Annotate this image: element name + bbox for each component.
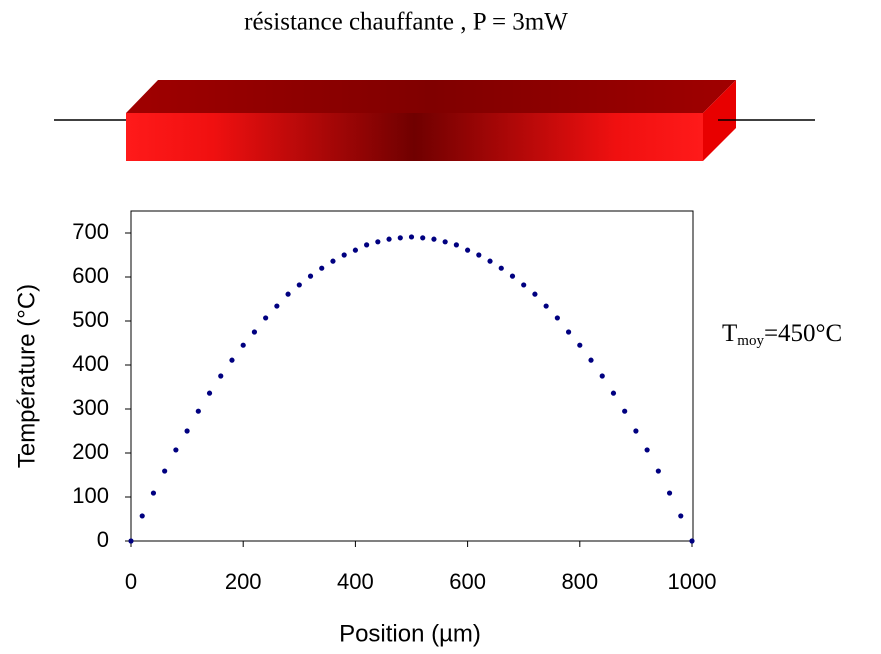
- data-point: [375, 239, 381, 245]
- data-point: [633, 428, 639, 434]
- data-point: [364, 242, 370, 248]
- data-point: [139, 513, 145, 519]
- annotation: Tmoy=450°C: [722, 320, 842, 350]
- y-tick-label: 200: [72, 439, 109, 464]
- data-point: [655, 468, 661, 474]
- data-point: [431, 236, 437, 242]
- data-point: [599, 373, 605, 379]
- data-point: [274, 303, 280, 309]
- data-point: [610, 390, 617, 396]
- data-point: [420, 235, 426, 241]
- resistor-illustration: [54, 80, 815, 161]
- data-point: [577, 342, 583, 348]
- data-point: [622, 408, 628, 414]
- data-point: [498, 265, 504, 271]
- data-point: [509, 273, 516, 279]
- data-point: [218, 373, 224, 379]
- data-point: [341, 252, 347, 258]
- data-point: [453, 242, 459, 248]
- chart-title: résistance chauffante , P = 3mW: [244, 9, 568, 36]
- data-point: [296, 282, 302, 288]
- x-tick-label: 0: [125, 569, 137, 594]
- data-point: [397, 235, 403, 241]
- data-point: [644, 447, 650, 453]
- data-point: [251, 329, 258, 335]
- annotation-main: T: [722, 320, 737, 347]
- data-point: [465, 247, 471, 253]
- data-point: [408, 234, 415, 240]
- data-point: [352, 247, 358, 253]
- data-point: [319, 265, 325, 271]
- data-point: [554, 315, 560, 321]
- data-point: [476, 252, 482, 258]
- plot-frame: [130, 210, 694, 542]
- data-point: [229, 357, 235, 363]
- data-point: [240, 342, 246, 348]
- annotation-rest: =450°C: [764, 320, 842, 347]
- x-axis-label: Position (µm): [339, 620, 481, 647]
- data-point: [532, 291, 538, 297]
- y-tick-label: 100: [72, 483, 109, 508]
- x-tick-label: 600: [449, 569, 486, 594]
- data-point: [150, 490, 157, 496]
- data-point: [588, 357, 594, 363]
- data-point: [330, 258, 336, 264]
- data-point: [173, 447, 179, 453]
- y-tick-label: 300: [72, 395, 109, 420]
- data-point: [195, 408, 201, 414]
- data-point: [543, 303, 549, 309]
- data-point: [307, 273, 314, 279]
- data-point: [678, 513, 684, 519]
- data-point: [128, 538, 134, 544]
- y-tick-label: 500: [72, 307, 109, 332]
- x-tick-label: 1000: [668, 569, 717, 594]
- data-point: [206, 390, 213, 396]
- y-tick-label: 400: [72, 351, 109, 376]
- data-point: [162, 468, 168, 474]
- y-axis-label: Température (°C): [13, 284, 40, 468]
- data-point: [565, 329, 572, 335]
- data-point: [521, 282, 527, 288]
- data-point: [386, 236, 392, 242]
- data-point: [487, 258, 493, 264]
- x-tick-label: 400: [337, 569, 374, 594]
- x-tick-label: 200: [225, 569, 262, 594]
- y-tick-label: 700: [72, 219, 109, 244]
- data-point: [184, 428, 190, 434]
- data-point: [285, 291, 291, 297]
- y-tick-label: 0: [97, 527, 109, 552]
- data-point: [689, 538, 695, 544]
- annotation-sub: moy: [737, 333, 764, 349]
- data-point: [666, 490, 673, 496]
- data-point: [263, 315, 269, 321]
- y-tick-label: 600: [72, 263, 109, 288]
- x-tick-label: 800: [561, 569, 598, 594]
- data-point: [442, 239, 448, 245]
